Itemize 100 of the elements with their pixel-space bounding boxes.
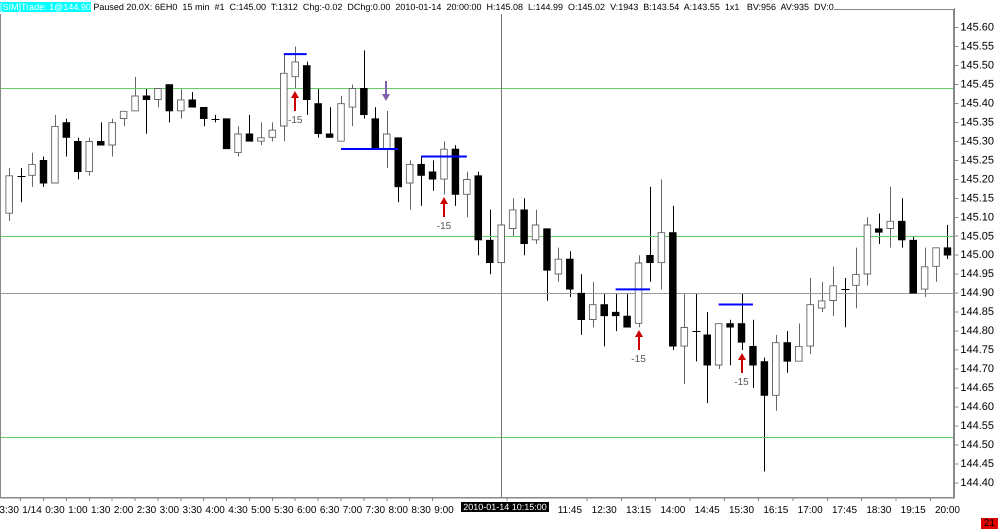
candlestick [783,330,792,374]
y-tick-label: 145.10 [960,211,994,224]
x-tick-label: 4:00 [205,504,226,516]
x-tick-label: 14:00 [660,504,686,516]
chart-title: [SIM]Trade: 1@144.90 [0,2,91,12]
candlestick [932,247,940,282]
candlestick [680,292,688,385]
candlestick [692,292,701,362]
annotation: -15 [436,221,452,232]
x-tick-label: 12:30 [592,504,618,516]
candlestick [463,171,471,218]
candlestick [841,277,850,328]
candlestick [17,167,26,203]
candlestick [818,281,826,313]
y-tick-label: 145.15 [960,192,994,204]
candlestick [898,198,906,248]
y-tick-label: 144.95 [960,268,994,280]
y-tick-label: 145.50 [960,60,994,72]
x-tick-label: 5:30 [274,504,294,516]
y-tick-label: 144.65 [960,382,994,394]
x-tick-label: 9:00 [434,504,454,516]
chart-subtitle: Paused 20.0X: 6EH0 15 min #1 C:145.00 T:1312 Chg:-0.02 DChg:0.00 2010-01-14 20:00:00 H:145.08 L:144.99 O:145.02 V:1943 B:143.54 A:143.55 1x1 BV:956 AV:935 DV:0 [93,2,834,12]
x-tick-label: 16:15 [763,504,789,516]
candlestick [920,247,928,298]
candlestick [738,292,746,351]
x-tick-label: 3:00 [160,504,180,516]
candlestick [646,186,654,282]
x-tick-label: 6:00 [296,504,317,516]
x-tick-label: 20:00 [934,504,960,516]
y-tick-label: 145.35 [960,116,994,128]
candlestick [588,281,597,328]
annotation: -15 [631,354,646,366]
x-tick-label: 3:30 [0,504,20,516]
y-tick-label: 145.40 [960,97,994,110]
x-tick-label: 7:30 [366,504,386,516]
candlestick [142,88,150,134]
candlestick [852,247,860,309]
candlestick [944,224,952,260]
candlestick [532,209,540,244]
candlestick [348,84,356,127]
x-tick-label: 1/14 [22,504,42,516]
x-tick-label: 6:30 [320,504,340,516]
y-tick-label: 145.60 [960,22,994,34]
candlestick [62,118,70,158]
candlestick [326,106,334,138]
x-tick-label: 0:30 [45,504,66,516]
y-tick-label: 144.85 [960,306,994,318]
candlestick [246,114,254,142]
candlestick [875,212,883,244]
candlestick [406,160,414,210]
x-tick-label: 18:30 [866,504,892,516]
candlestick [108,118,116,158]
x-tick-label: 3:30 [182,504,202,516]
candlestick [268,122,276,142]
y-tick-label: 144.80 [960,325,994,338]
y-tick-label: 144.45 [960,458,994,470]
candlestick [291,46,300,89]
candlestick [508,198,516,237]
x-tick-label: 19:15 [900,504,926,516]
candlestick [600,292,608,347]
y-tick-label: 145.00 [960,249,994,262]
y-tick-label: 145.30 [960,135,994,148]
x-tick-label: 5:00 [251,504,272,516]
candlestick [131,76,139,112]
candlestick [726,319,734,366]
y-tick-label: 144.50 [960,438,994,451]
x-tick-label: 8:30 [411,504,432,516]
candlestick [749,319,757,388]
candlestick [176,88,185,120]
candlestick [417,156,425,206]
x-tick-label: 2:00 [114,504,134,516]
y-tick-label: 144.40 [960,476,994,489]
y-tick-label: 145.55 [960,40,994,53]
y-tick-label: 144.75 [960,344,994,356]
x-tick-label: 8:00 [388,504,408,516]
x-tick-label: 13:15 [626,504,652,516]
x-tick-label: 17:45 [832,504,858,516]
y-tick-label: 145.20 [960,173,994,186]
x-tick-label: 2:30 [136,504,157,516]
candlestick [623,292,631,328]
candlestick [486,209,494,275]
x-tick-label: 1:30 [90,504,111,516]
candlestick [382,110,391,168]
ref-line-label: 2010-01-14 10:15:00 [461,502,549,512]
annotation: -15 [288,115,303,126]
candlestick [886,186,894,248]
y-tick-label: 144.55 [960,420,994,432]
x-tick-label: 4:30 [228,504,248,516]
text: 21 [980,518,998,529]
candlestick [794,322,803,362]
x-tick-label: 17:00 [798,504,824,516]
y-tick-label: 144.60 [960,400,994,413]
x-tick-label: 15:30 [729,504,754,516]
annotation: -15 [734,376,750,388]
y-tick-label: 145.25 [960,154,994,166]
y-tick-label: 144.90 [960,287,994,300]
candlestick [234,126,242,158]
x-tick-label: 7:00 [342,504,363,516]
candlestick [40,156,48,188]
candlestick [829,266,837,316]
